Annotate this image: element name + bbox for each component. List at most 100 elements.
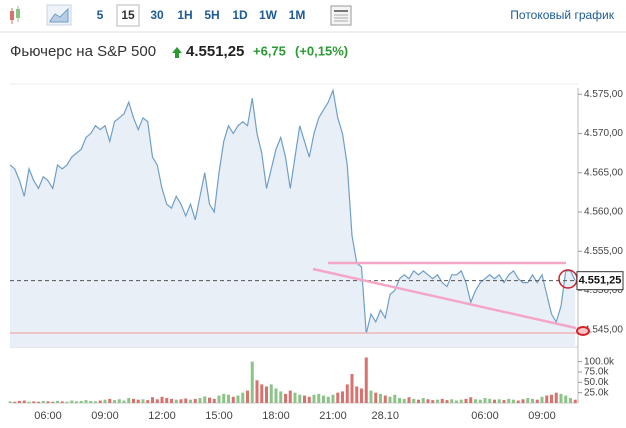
volume-bar xyxy=(431,400,435,403)
y-tick-label: 4.575,00 xyxy=(584,89,623,100)
interval-button[interactable]: 1H xyxy=(177,8,192,22)
instrument-name: Фьючерс на S&P 500 xyxy=(10,43,156,60)
settings-icon[interactable] xyxy=(330,5,352,26)
volume-bar xyxy=(450,399,454,403)
volume-bar xyxy=(22,400,26,403)
volume-bar xyxy=(108,398,112,403)
volume-bar xyxy=(573,399,577,403)
interval-button[interactable]: 1W xyxy=(259,8,278,22)
volume-bar xyxy=(412,398,416,403)
volume-bar xyxy=(79,400,83,403)
interval-button[interactable]: 1M xyxy=(289,8,306,22)
volume-bar xyxy=(350,374,354,403)
x-tick-label: 18:00 xyxy=(262,410,290,422)
volume-bar xyxy=(393,394,397,403)
volume-bar xyxy=(246,390,249,403)
volume-bar xyxy=(70,400,74,403)
drawn-trendline[interactable] xyxy=(312,267,577,330)
volume-bar xyxy=(345,384,349,403)
volume-bar xyxy=(469,397,473,403)
volume-bar xyxy=(455,400,458,403)
volume-bar xyxy=(317,393,321,403)
price-change-pct: (+0,15%) xyxy=(295,43,348,58)
volume-bar xyxy=(98,400,102,403)
up-arrow xyxy=(172,47,182,58)
volume-bar xyxy=(303,395,306,403)
interval-button[interactable]: 30 xyxy=(150,8,164,22)
interval-button[interactable]: 5H xyxy=(204,8,219,22)
x-tick-label: 21:00 xyxy=(319,410,347,422)
volume-bar xyxy=(569,398,572,403)
volume-bar xyxy=(284,393,287,403)
plot: Investing.com4.545,004.550,004.555,004.5… xyxy=(8,88,623,422)
y-tick-label: 4.565,00 xyxy=(584,167,623,178)
volume-bar xyxy=(193,398,197,403)
volume-bar xyxy=(521,399,525,403)
x-tick-label: 06:00 xyxy=(471,410,499,422)
volume-bar xyxy=(445,400,449,403)
interval-button[interactable]: 5 xyxy=(97,8,104,22)
y-tick-label: 4.550,00 xyxy=(584,285,623,296)
volume-bar xyxy=(488,398,492,403)
volume-bar xyxy=(293,392,297,403)
volume-bar xyxy=(260,384,264,403)
volume-bar xyxy=(127,398,131,403)
volume-bar xyxy=(512,399,515,403)
volume-bar xyxy=(526,398,530,403)
volume-bar xyxy=(564,395,568,403)
volume-bar xyxy=(189,399,192,403)
volume-bar xyxy=(545,395,549,403)
volume-bar xyxy=(208,397,211,403)
volume-bar xyxy=(41,400,45,403)
volume-bar xyxy=(165,398,169,403)
volume-bar xyxy=(255,380,259,403)
volume-bar xyxy=(550,394,553,403)
drawn-ellipse[interactable] xyxy=(576,326,590,336)
volume-bar xyxy=(312,394,316,403)
volume-bar xyxy=(559,393,563,403)
volume-bar xyxy=(94,401,97,403)
y-tick-label: 4.560,00 xyxy=(584,207,623,218)
volume-bar xyxy=(13,401,17,403)
volume-bar xyxy=(364,357,368,403)
volume-bar xyxy=(383,395,387,403)
volume-bar xyxy=(436,399,439,403)
volume-bar xyxy=(459,399,463,403)
price-tag: 4.551,25 xyxy=(576,271,624,291)
volume-bar xyxy=(417,399,420,403)
selected-interval-box xyxy=(116,4,140,27)
volume-bar xyxy=(355,386,359,403)
volume-bar xyxy=(483,398,487,403)
volume-bar xyxy=(369,390,373,403)
volume-bar xyxy=(212,398,216,403)
volume-bar xyxy=(241,392,245,403)
volume-bar xyxy=(27,401,31,403)
volume-bar xyxy=(402,398,406,403)
volume-bar xyxy=(51,401,55,403)
x-tick-label: 28.10 xyxy=(371,410,399,422)
stream-link[interactable]: Потоковый график xyxy=(510,8,614,22)
volume-bar xyxy=(117,399,121,403)
volume-bar xyxy=(379,393,382,403)
volume-bar xyxy=(440,398,444,403)
volume-bar xyxy=(502,400,506,403)
volume-bar xyxy=(174,399,178,403)
x-tick-label: 12:00 xyxy=(148,410,176,422)
volume-bar xyxy=(331,394,335,403)
volume-bar xyxy=(360,388,363,403)
volume-bar xyxy=(155,399,159,403)
area-icon[interactable] xyxy=(46,4,72,26)
candle-icon[interactable] xyxy=(10,6,20,24)
volume-tick-label: 25.0k xyxy=(584,387,609,398)
price-line xyxy=(9,88,576,334)
volume-bar xyxy=(464,398,468,403)
interval-button[interactable]: 1D xyxy=(232,8,248,22)
volume-bar xyxy=(554,392,558,403)
volume-tick-label: 75.0k xyxy=(584,367,609,378)
price-tag-label: 4.551,25 xyxy=(579,275,622,287)
interval-button[interactable]: 15 xyxy=(121,8,135,22)
volume-bar xyxy=(198,398,202,403)
volume-bar xyxy=(540,396,544,403)
